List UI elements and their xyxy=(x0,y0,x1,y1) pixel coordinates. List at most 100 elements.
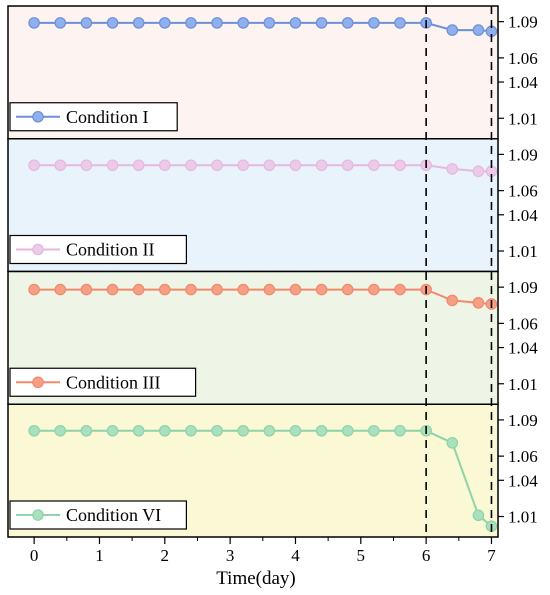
data-point xyxy=(132,17,145,29)
data-point xyxy=(368,17,380,29)
x-tick-label: 5 xyxy=(357,546,366,565)
data-point xyxy=(159,283,171,296)
legend: Condition II xyxy=(9,234,187,265)
data-point xyxy=(315,159,328,172)
data-point xyxy=(446,437,459,449)
data-point xyxy=(368,424,380,437)
data-point xyxy=(54,283,67,296)
data-point xyxy=(185,17,197,29)
y-tick-label: 1.06 xyxy=(508,49,538,68)
legend-label: Condition VI xyxy=(66,505,161,525)
x-tick-label: 4 xyxy=(291,546,300,565)
legend-label: Condition I xyxy=(66,107,149,127)
data-point xyxy=(54,159,67,172)
data-point xyxy=(159,17,171,29)
y-tick-label: 1.01 xyxy=(508,109,538,128)
data-point xyxy=(211,159,223,172)
data-point xyxy=(446,294,459,307)
x-tick-label: 1 xyxy=(95,546,104,565)
data-point xyxy=(394,159,406,172)
x-tick-label: 3 xyxy=(226,546,235,565)
data-point xyxy=(289,159,302,172)
data-point xyxy=(211,17,223,29)
data-point xyxy=(263,424,276,437)
data-point xyxy=(106,424,119,437)
x-tick-label: 0 xyxy=(30,546,39,565)
data-point xyxy=(472,509,485,522)
data-point xyxy=(289,424,302,437)
data-point xyxy=(132,159,145,172)
y-tick-label: 1.01 xyxy=(508,508,538,527)
data-point xyxy=(368,283,380,296)
x-tick-label: 6 xyxy=(422,546,431,565)
data-point xyxy=(315,424,328,437)
y-tick-label: 1.09 xyxy=(508,278,538,297)
data-point xyxy=(263,159,276,172)
data-point xyxy=(394,283,406,296)
data-point xyxy=(237,159,249,172)
legend: Condition III xyxy=(9,367,197,397)
data-point xyxy=(28,424,40,437)
x-axis-title: Time(day) xyxy=(216,568,296,589)
legend: Condition I xyxy=(9,102,178,132)
data-point xyxy=(159,424,171,437)
data-point xyxy=(106,17,119,29)
legend-box xyxy=(9,234,187,265)
data-point xyxy=(185,159,197,172)
data-point xyxy=(132,424,145,437)
data-point xyxy=(237,424,249,437)
data-point xyxy=(472,24,485,36)
data-point xyxy=(211,283,223,296)
data-point xyxy=(394,17,406,29)
data-point xyxy=(185,283,197,296)
data-point xyxy=(368,159,380,172)
data-point xyxy=(185,424,197,437)
y-tick-label: 1.01 xyxy=(508,242,538,261)
legend-label: Condition II xyxy=(66,240,155,260)
x-tick-label: 7 xyxy=(487,546,496,565)
legend-label: Condition III xyxy=(66,372,161,392)
data-point xyxy=(28,17,40,29)
data-point xyxy=(132,283,145,296)
panel-3: 1.01 1.04 1.06 1.09 Condition III xyxy=(7,270,538,405)
y-tick-label: 1.01 xyxy=(508,375,538,394)
data-point xyxy=(472,297,485,309)
data-point xyxy=(341,424,354,437)
data-point xyxy=(341,17,354,29)
legend-marker xyxy=(32,110,44,123)
y-tick-label: 1.04 xyxy=(508,206,538,225)
data-point xyxy=(315,17,328,29)
panel-4: 1.01 1.04 1.06 1.09 Condition VI xyxy=(7,403,538,538)
data-point xyxy=(263,17,276,29)
y-tick-label: 1.06 xyxy=(508,314,538,333)
data-point xyxy=(106,283,119,296)
y-tick-label: 1.09 xyxy=(508,411,538,430)
y-tick-label: 1.04 xyxy=(508,339,538,358)
data-point xyxy=(237,17,249,29)
data-point xyxy=(80,159,93,172)
data-point xyxy=(263,283,276,296)
data-point xyxy=(237,283,249,296)
legend-marker xyxy=(32,509,44,521)
data-point xyxy=(54,17,67,29)
data-point xyxy=(446,24,459,36)
data-point xyxy=(394,424,406,437)
legend: Condition VI xyxy=(9,500,187,530)
data-point xyxy=(80,17,93,29)
legend-box xyxy=(9,367,197,397)
legend-marker xyxy=(32,243,44,256)
y-tick-label: 1.06 xyxy=(508,182,538,201)
axes-layer: 0 1 2 3 4 5 6 7 xyxy=(30,6,496,565)
data-point xyxy=(289,283,302,296)
y-tick-label: 1.09 xyxy=(508,145,538,164)
y-tick-label: 1.04 xyxy=(508,73,538,92)
data-point xyxy=(211,424,223,437)
y-tick-label: 1.06 xyxy=(508,447,538,466)
y-tick-label: 1.04 xyxy=(508,471,538,490)
data-point xyxy=(54,424,67,437)
panel-frame xyxy=(7,403,499,538)
x-tick-label: 2 xyxy=(161,546,170,565)
legend-marker xyxy=(32,376,44,389)
data-point xyxy=(28,283,40,296)
